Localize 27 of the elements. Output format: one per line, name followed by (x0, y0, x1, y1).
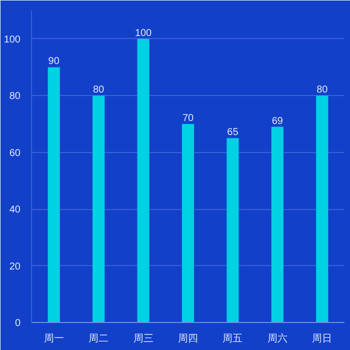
data-label: 69 (272, 116, 284, 127)
y-tick-label: 20 (9, 261, 21, 272)
data-label: 100 (134, 28, 152, 39)
bar (92, 96, 105, 322)
y-tick-label: 60 (9, 148, 21, 159)
y-tick-label: 100 (4, 34, 21, 46)
data-label: 80 (316, 84, 328, 96)
x-tick-label: 周六 (267, 332, 288, 344)
data-label: 80 (93, 84, 105, 96)
bar (182, 124, 194, 322)
bar (48, 67, 60, 322)
x-tick-label: 周二 (88, 334, 109, 344)
bar (226, 138, 239, 322)
y-tick-label: 80 (9, 91, 21, 102)
bar (271, 126, 284, 322)
data-label: 70 (182, 112, 194, 124)
y-tick-label: 40 (9, 204, 21, 216)
x-tick-label: 周四 (178, 334, 198, 344)
y-tick-label: 0 (14, 318, 21, 329)
bar (316, 96, 328, 322)
data-label: 65 (227, 127, 239, 138)
x-tick-label: 周日 (312, 334, 332, 344)
x-tick-label: 周三 (133, 334, 154, 344)
x-tick-label: 周一 (44, 334, 64, 344)
bar (137, 38, 150, 322)
data-label: 90 (48, 56, 60, 68)
x-tick-label: 周五 (222, 334, 243, 344)
